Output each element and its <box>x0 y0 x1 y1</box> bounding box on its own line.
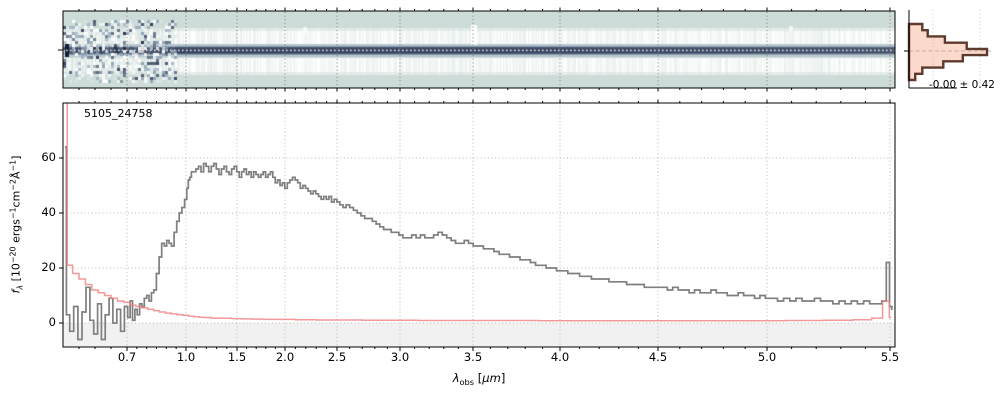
axis-label-part: −20 <box>8 246 18 264</box>
below-zero-shade <box>63 323 895 347</box>
y-tick-label: 40 <box>41 205 56 219</box>
axis-label-part: μm <box>482 371 501 385</box>
axis-label-part: [10 <box>9 263 23 285</box>
spectrum-2d-canvas <box>63 11 895 88</box>
y-tick-label: 0 <box>48 315 56 329</box>
object-id-label: 5105_24758 <box>84 107 153 120</box>
axis-label-part: obs <box>459 376 475 387</box>
x-tick-label: 0.7 <box>117 350 137 364</box>
x-tick-label: 3.5 <box>463 350 483 364</box>
axis-label-part: λ <box>15 284 25 290</box>
panel-1d-frame <box>62 102 896 348</box>
axis-label-part: Å <box>9 171 23 180</box>
axis-label-part: −2 <box>8 179 18 191</box>
axis-label-part: −1 <box>8 159 18 172</box>
x-tick-label: 4.0 <box>550 350 570 364</box>
axis-label-part: ergs <box>9 219 23 247</box>
x-tick-label: 5.0 <box>757 350 777 364</box>
flux-spectrum-line <box>64 146 893 341</box>
axis-label-part: λ <box>452 371 460 385</box>
axis-label-part: [ <box>474 371 483 385</box>
axis-label-part: ] <box>500 371 506 385</box>
axis-label-part: −1 <box>8 207 18 220</box>
panel-2d-frame <box>62 10 896 89</box>
x-tick-label: 1.5 <box>227 350 247 364</box>
x-tick-label: 3.0 <box>390 350 410 364</box>
y-tick-label: 20 <box>41 260 56 274</box>
x-tick-label: 2.5 <box>327 350 347 364</box>
x-tick-label: 2.0 <box>275 350 295 364</box>
x-tick-label: 4.5 <box>648 350 668 364</box>
histogram-stat-label: -0.00 ± 0.42 <box>928 79 995 91</box>
axis-label-part: cm <box>9 190 23 208</box>
x-tick-label: 1.0 <box>176 350 196 364</box>
y-tick-label: 60 <box>41 150 56 164</box>
uncertainty-line <box>66 103 891 322</box>
x-axis-label: λobs [μm] <box>429 371 529 387</box>
axis-label-part: f <box>9 289 23 294</box>
y-axis-label: fλ [10−20 ergs−1cm−2Å−1] <box>8 105 25 345</box>
hist-step-polygon <box>907 22 989 82</box>
x-tick-label: 5.5 <box>880 350 900 364</box>
